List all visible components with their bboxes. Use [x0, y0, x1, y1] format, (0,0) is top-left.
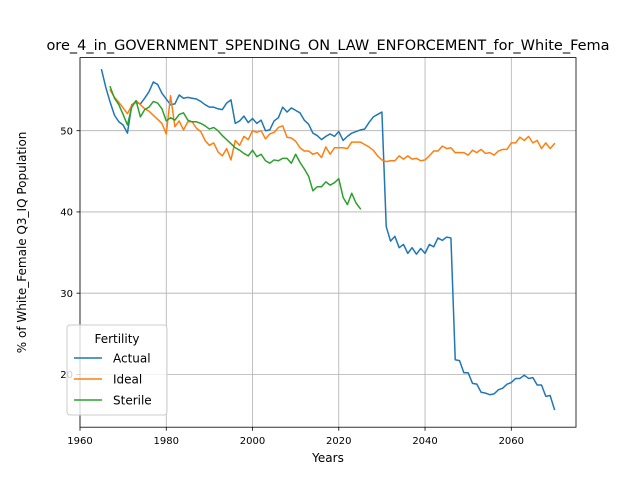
series-line-actual: [100, 68, 556, 411]
x-axis-label: Years: [311, 451, 344, 465]
y-tick-label: 50: [60, 126, 73, 137]
legend-label-sterile: Sterile: [113, 393, 152, 407]
x-tick-label: 2040: [412, 436, 437, 447]
y-tick-label: 30: [60, 289, 73, 300]
x-tick-label: 2020: [326, 436, 351, 447]
x-tick-label: 2000: [240, 436, 265, 447]
legend: Fertility Actual Ideal Sterile: [66, 324, 168, 416]
x-tick-label: 1980: [154, 436, 179, 447]
series-line-sterile: [109, 85, 362, 210]
legend-title: Fertility: [94, 332, 139, 346]
legend-items: Actual Ideal Sterile: [74, 351, 152, 407]
plot-frame: [79, 57, 577, 428]
series-line-ideal: [109, 89, 556, 163]
legend-label-actual: Actual: [113, 351, 151, 365]
y-axis-label: % of White_Female Q3_IQ Population: [15, 132, 29, 354]
chart-title: ore_4_in_GOVERNMENT_SPENDING_ON_LAW_ENFO…: [46, 38, 609, 54]
x-tick-label: 1960: [67, 436, 92, 447]
legend-label-ideal: Ideal: [113, 372, 142, 386]
x-tick-label: 2060: [499, 436, 524, 447]
legend-box: [66, 324, 168, 416]
series-layer: [100, 68, 556, 411]
y-tick-label: 40: [60, 208, 73, 219]
